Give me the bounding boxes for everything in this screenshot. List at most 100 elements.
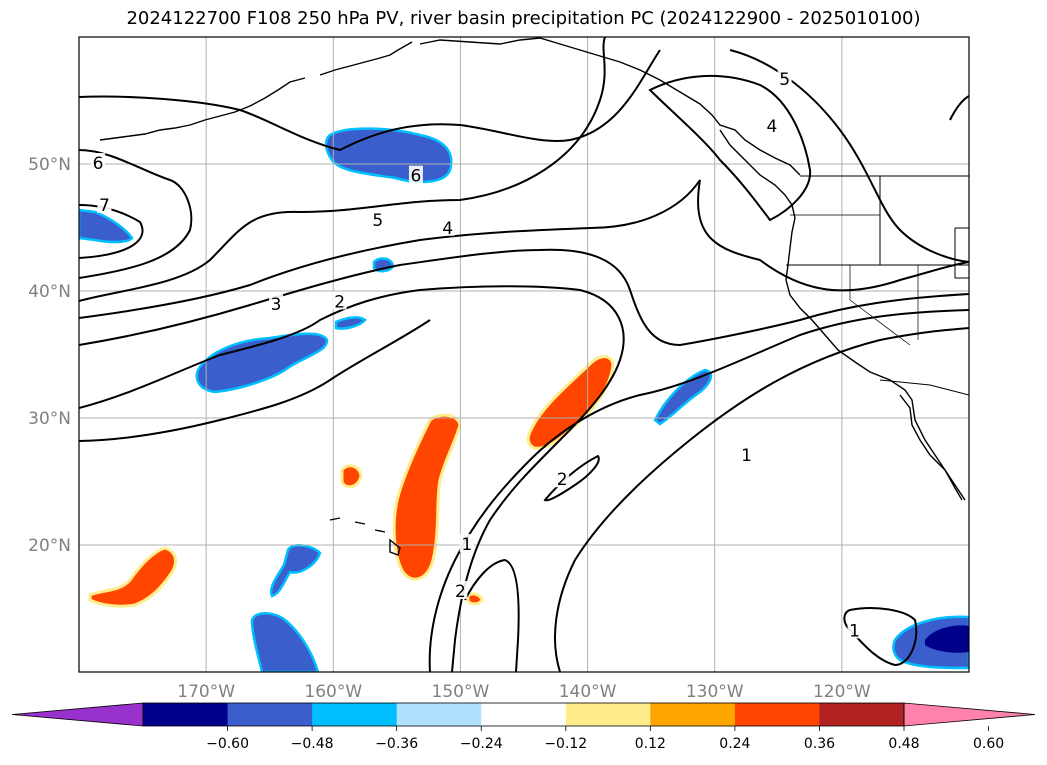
colorbar-outline xyxy=(142,702,905,727)
contour-label: 6 xyxy=(411,167,422,187)
map-frame xyxy=(78,36,970,673)
pv-contours xyxy=(79,37,969,672)
colorbar-tick-label: −0.24 xyxy=(460,736,503,752)
positive-anomaly-regions xyxy=(88,355,615,608)
contour-label: 4 xyxy=(442,219,453,239)
contour-label-bg xyxy=(764,116,779,135)
colorbar: −0.60 −0.48 −0.36 −0.24 −0.12 0.12 0.24 0.36 0.4… xyxy=(11,702,1036,752)
colorbar-tick-label: −0.12 xyxy=(544,736,587,752)
contour-label: 2 xyxy=(557,470,568,490)
neg-blob-south xyxy=(250,612,320,672)
colorbar-extend-high xyxy=(903,702,1036,727)
latitude-label: 20°N xyxy=(28,536,71,556)
border-us-mexico xyxy=(879,379,969,396)
contour-6-north xyxy=(79,49,661,152)
neg-blob-hawaii-west xyxy=(269,544,322,598)
pos-blob-small-2 xyxy=(466,592,484,606)
contour-1-south-loop xyxy=(843,607,918,667)
pos-blob-west xyxy=(88,546,177,608)
contour-label-bg xyxy=(91,153,106,171)
map-title: 2024122700 F108 250 hPa PV, river basin … xyxy=(126,8,921,29)
contour-1-north xyxy=(79,319,431,442)
contour-2 xyxy=(79,285,625,672)
pos-blob-northeast-pacific xyxy=(526,355,615,450)
contour-label: 6 xyxy=(93,154,104,174)
contour-label-bg xyxy=(332,291,347,310)
contour-4-north xyxy=(648,75,812,222)
contour-label-bg xyxy=(555,469,570,488)
colorbar-segment xyxy=(312,703,398,726)
contour-5 xyxy=(79,37,606,302)
coast-alaska-south xyxy=(419,37,801,176)
colorbar-tick-label: −0.60 xyxy=(206,736,249,752)
contour-label-bg xyxy=(777,69,792,88)
contour-label-bg xyxy=(739,445,754,464)
colorbar-tick-label: 0.12 xyxy=(635,736,666,752)
negative-anomaly-regions xyxy=(79,127,969,672)
contour-label-bg xyxy=(459,534,474,552)
contour-label: 1 xyxy=(741,446,752,466)
colorbar-extend-low xyxy=(11,702,144,727)
neg-blob-small-2 xyxy=(334,316,367,330)
longitude-label: 160°W xyxy=(304,682,362,702)
latitude-label: 50°N xyxy=(28,155,71,175)
colorbar-segment xyxy=(565,703,651,726)
pos-blob-north-of-hawaii xyxy=(392,413,462,581)
neg-strong-southeast xyxy=(925,625,969,653)
neg-blob-dateline xyxy=(79,208,134,244)
longitude-label: 150°W xyxy=(432,682,490,702)
contour-label-bg xyxy=(440,217,455,236)
border-canada-us xyxy=(786,175,969,279)
colorbar-tick-label: 0.60 xyxy=(973,736,1004,752)
colorbar-tick-label: −0.48 xyxy=(291,736,334,752)
coast-us-west xyxy=(785,217,966,501)
contour-label: 5 xyxy=(779,70,790,90)
longitude-label: 130°W xyxy=(686,682,744,702)
colorbar-tick-label: 0.24 xyxy=(719,736,750,752)
latitude-labels: 50°N 40°N 30°N 20°N xyxy=(28,155,71,556)
border-states xyxy=(790,214,919,346)
colorbar-tick-label: 0.48 xyxy=(888,736,919,752)
colorbar-tick-label: −0.36 xyxy=(375,736,418,752)
hawaii-islands xyxy=(329,517,401,556)
contour-label-bg xyxy=(269,293,284,312)
contour-label: 2 xyxy=(455,582,466,602)
longitude-label: 120°W xyxy=(813,682,871,702)
neg-blob-offshore xyxy=(653,368,713,426)
contour-6-west xyxy=(79,149,193,279)
contour-label-bg xyxy=(847,620,862,639)
contour-label: 5 xyxy=(372,211,383,231)
contour-label: 7 xyxy=(99,196,110,216)
longitude-label: 170°W xyxy=(177,682,235,702)
contour-label-bg xyxy=(453,580,468,599)
contour-label: 4 xyxy=(767,117,778,137)
latitude-label: 40°N xyxy=(28,282,71,302)
colorbar-segment xyxy=(819,703,905,726)
colorbar-segment xyxy=(143,703,229,726)
contour-label: 3 xyxy=(271,295,282,315)
contour-1-east xyxy=(428,309,969,672)
contour-label-bg xyxy=(97,194,112,213)
colorbar-segment xyxy=(734,703,820,726)
coastlines xyxy=(99,37,969,556)
longitude-label: 140°W xyxy=(559,682,617,702)
colorbar-segment xyxy=(650,703,736,726)
latitude-label: 30°N xyxy=(28,409,71,429)
coast-baja xyxy=(899,394,963,501)
contour-3 xyxy=(79,248,969,347)
colorbar-segment xyxy=(396,703,482,726)
neg-blob-gulf-alaska xyxy=(324,127,453,184)
contour-label: 1 xyxy=(461,535,472,555)
contour-4 xyxy=(79,179,969,319)
contour-label: 1 xyxy=(849,621,860,641)
coast-aleutians xyxy=(99,41,413,141)
colorbar-tick-label: 0.36 xyxy=(804,736,835,752)
coast-bc xyxy=(719,129,796,219)
contour-2-south xyxy=(464,558,520,672)
colorbar-segment xyxy=(227,703,313,726)
colorbar-segment xyxy=(481,703,567,726)
neg-blob-subtropical xyxy=(195,332,329,394)
contour-2-loop xyxy=(543,454,600,502)
precip-shading xyxy=(79,127,969,672)
